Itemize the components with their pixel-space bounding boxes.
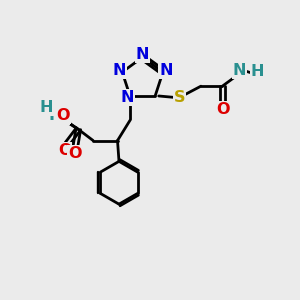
Text: N: N: [232, 63, 246, 78]
Text: O: O: [57, 108, 70, 123]
Text: O: O: [55, 109, 69, 124]
Text: S: S: [174, 90, 185, 105]
Text: H: H: [49, 107, 62, 122]
Text: H: H: [251, 64, 264, 80]
Text: N: N: [136, 47, 149, 62]
Text: O: O: [216, 102, 230, 117]
Text: N: N: [159, 63, 172, 78]
Text: H: H: [40, 100, 53, 116]
Text: O: O: [58, 142, 71, 158]
Text: N: N: [120, 90, 134, 105]
Text: O: O: [68, 146, 82, 160]
Text: N: N: [112, 63, 126, 78]
